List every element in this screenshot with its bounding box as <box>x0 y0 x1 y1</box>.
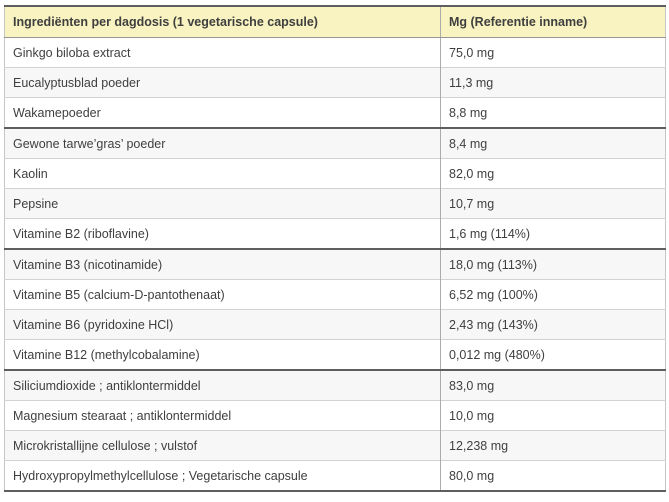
table-row: Hydroxypropylmethylcellulose ; Vegetaris… <box>4 460 666 491</box>
table-row: Wakamepoeder 8,8 mg <box>4 97 666 129</box>
ingredient-cell: Pepsine <box>4 188 441 219</box>
amount-cell: 6,52 mg (100%) <box>440 279 666 310</box>
table-row: Eucalyptusblad poeder 11,3 mg <box>4 67 666 98</box>
ingredient-cell: Ginkgo biloba extract <box>4 37 441 68</box>
table-row: Pepsine 10,7 mg <box>4 188 666 219</box>
amount-cell: 0,012 mg (480%) <box>440 339 666 371</box>
amount-cell: 1,6 mg (114%) <box>440 218 666 250</box>
ingredient-cell: Vitamine B5 (calcium-D-pantothenaat) <box>4 279 441 310</box>
amount-cell: 8,8 mg <box>440 97 666 129</box>
amount-cell: 10,7 mg <box>440 188 666 219</box>
amount-cell: 80,0 mg <box>440 460 666 491</box>
ingredient-cell: Siliciumdioxide ; antiklontermiddel <box>4 369 441 401</box>
ingredient-cell: Kaolin <box>4 158 441 189</box>
amount-cell: 83,0 mg <box>440 369 666 401</box>
amount-cell: 2,43 mg (143%) <box>440 309 666 340</box>
amount-cell: 75,0 mg <box>440 37 666 68</box>
ingredient-cell: Wakamepoeder <box>4 97 441 129</box>
table-header-row: Ingrediënten per dagdosis (1 vegetarisch… <box>4 6 666 38</box>
table-row: Vitamine B12 (methylcobalamine) 0,012 mg… <box>4 339 666 371</box>
amount-cell: 18,0 mg (113%) <box>440 248 666 280</box>
ingredient-cell: Microkristallijne cellulose ; vulstof <box>4 430 441 461</box>
table-row: Vitamine B2 (riboflavine) 1,6 mg (114%) <box>4 218 666 250</box>
ingredient-cell: Gewone tarwe’gras’ poeder <box>4 127 441 159</box>
table-row: Gewone tarwe’gras’ poeder 8,4 mg <box>4 127 666 159</box>
table-row: Magnesium stearaat ; antiklontermiddel 1… <box>4 400 666 431</box>
ingredient-cell: Vitamine B12 (methylcobalamine) <box>4 339 441 371</box>
table-row: Siliciumdioxide ; antiklontermiddel 83,0… <box>4 369 666 401</box>
amount-cell: 82,0 mg <box>440 158 666 189</box>
col-header-ingredient: Ingrediënten per dagdosis (1 vegetarisch… <box>4 6 441 38</box>
col-header-amount: Mg (Referentie inname) <box>440 6 666 38</box>
ingredient-cell: Vitamine B2 (riboflavine) <box>4 218 441 250</box>
ingredient-cell: Magnesium stearaat ; antiklontermiddel <box>4 400 441 431</box>
ingredient-cell: Hydroxypropylmethylcellulose ; Vegetaris… <box>4 460 441 491</box>
table-row: Vitamine B3 (nicotinamide) 18,0 mg (113%… <box>4 248 666 280</box>
table-row: Kaolin 82,0 mg <box>4 158 666 189</box>
ingredient-cell: Eucalyptusblad poeder <box>4 67 441 98</box>
ingredient-cell: Vitamine B3 (nicotinamide) <box>4 248 441 280</box>
amount-cell: 12,238 mg <box>440 430 666 461</box>
ingredient-cell: Vitamine B6 (pyridoxine HCl) <box>4 309 441 340</box>
ingredients-table: Ingrediënten per dagdosis (1 vegetarisch… <box>4 5 666 492</box>
table-row: Ginkgo biloba extract 75,0 mg <box>4 37 666 68</box>
table-row: Vitamine B5 (calcium-D-pantothenaat) 6,5… <box>4 279 666 310</box>
amount-cell: 8,4 mg <box>440 127 666 159</box>
amount-cell: 10,0 mg <box>440 400 666 431</box>
table-row: Vitamine B6 (pyridoxine HCl) 2,43 mg (14… <box>4 309 666 340</box>
amount-cell: 11,3 mg <box>440 67 666 98</box>
table-row: Microkristallijne cellulose ; vulstof 12… <box>4 430 666 461</box>
